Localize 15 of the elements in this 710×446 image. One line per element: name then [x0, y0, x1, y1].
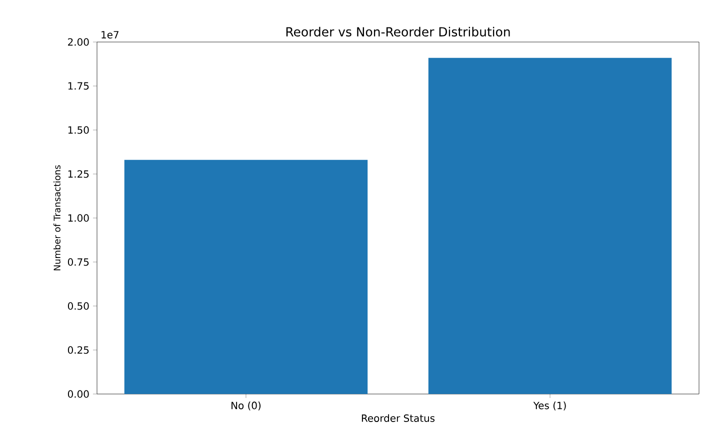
x-tick-label: Yes (1) [533, 402, 566, 410]
y-tick-label: 0.50 [68, 302, 89, 310]
x-axis-title: Reorder Status [362, 414, 435, 422]
y-tick-label: 0.00 [68, 390, 89, 398]
y-tick-label: 1.00 [68, 214, 89, 222]
y-tick-label: 1.75 [68, 82, 89, 90]
text: 1e7 [102, 31, 118, 38]
y-tick-label: 1.25 [68, 170, 89, 178]
y-tick-label: 1.50 [68, 126, 89, 134]
x-tick-label: No (0) [232, 402, 261, 410]
y-axis-title: Number of Transactions [54, 165, 60, 270]
chart-title: Reorder vs Non-Reorder Distribution [286, 26, 510, 36]
y-tick-label: 0.25 [68, 346, 89, 354]
y-tick-label: 0.75 [68, 258, 89, 266]
y-tick-label: 2.00 [68, 38, 89, 46]
